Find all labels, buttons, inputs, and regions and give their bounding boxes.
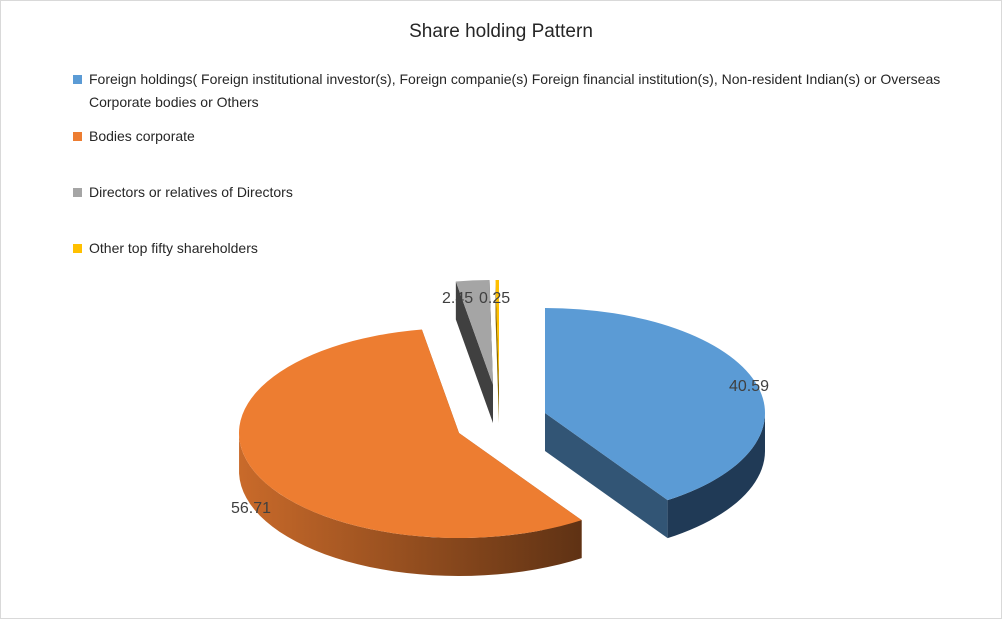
legend-item-foreign-holdings: Foreign holdings( Foreign institutional … xyxy=(73,68,953,114)
legend-swatch-foreign-holdings xyxy=(73,75,82,84)
legend-item-bodies-corporate: Bodies corporate xyxy=(73,125,953,148)
data-label-other-top-fifty: 0.25 xyxy=(479,290,510,307)
pie-slice-foreign-holdings xyxy=(545,308,766,539)
data-label-foreign-holdings: 40.59 xyxy=(729,378,769,395)
legend-item-other-top-fifty: Other top fifty shareholders xyxy=(73,237,953,260)
pie-slice-other-top-fifty xyxy=(495,280,499,423)
chart-title: Share holding Pattern xyxy=(409,21,593,42)
legend-swatch-directors xyxy=(73,188,82,197)
legend-label-foreign-holdings: Foreign holdings( Foreign institutional … xyxy=(89,71,941,110)
data-label-directors: 2.45 xyxy=(442,290,473,307)
legend-item-directors: Directors or relatives of Directors xyxy=(73,181,953,204)
pie-slice-bodies-corporate xyxy=(239,329,582,576)
data-label-bodies-corporate: 56.71 xyxy=(231,500,271,517)
legend-label-directors: Directors or relatives of Directors xyxy=(89,184,293,200)
pie-slice-directors xyxy=(455,280,493,423)
legend-label-bodies-corporate: Bodies corporate xyxy=(89,128,195,144)
legend-label-other-top-fifty: Other top fifty shareholders xyxy=(89,240,258,256)
legend-swatch-other-top-fifty xyxy=(73,244,82,253)
legend-swatch-bodies-corporate xyxy=(73,132,82,141)
